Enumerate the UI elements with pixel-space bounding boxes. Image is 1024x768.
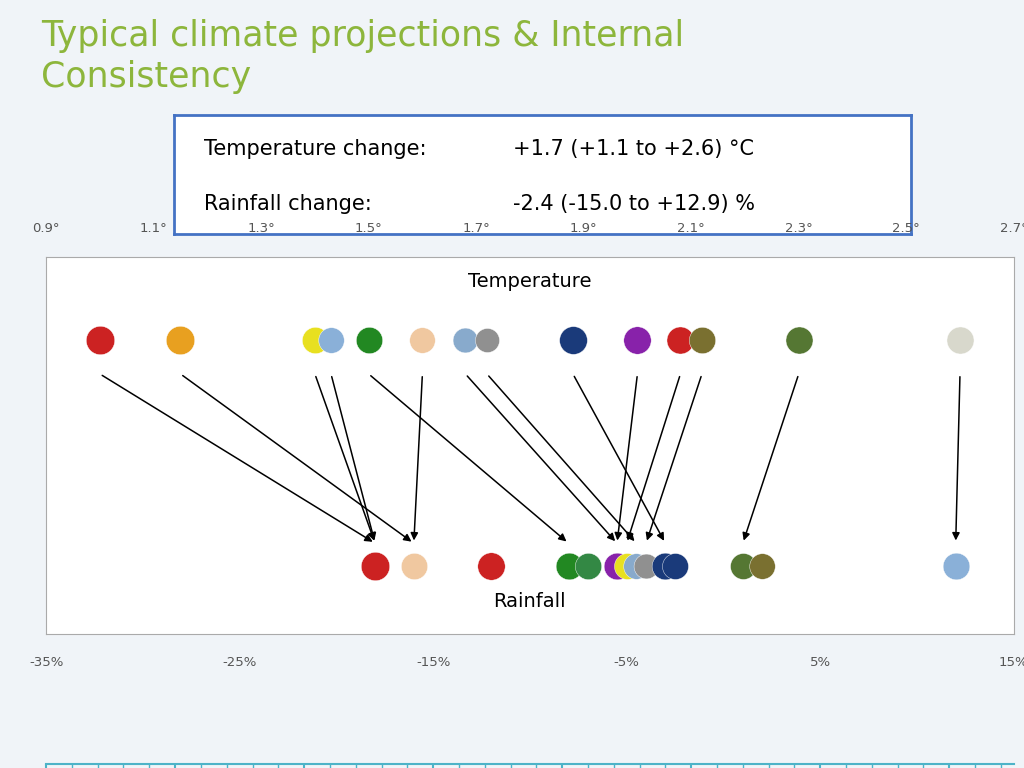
Point [478,334,495,346]
Point [791,334,807,346]
Point [564,334,581,346]
Point [323,334,339,346]
Point [406,560,422,572]
Point [609,560,626,572]
Point [306,334,323,346]
Text: -2.4 (-15.0 to +12.9) %: -2.4 (-15.0 to +12.9) % [513,194,756,214]
Point [952,334,969,346]
Point [667,560,683,572]
Point [628,560,644,572]
Point [629,334,645,346]
Text: Rainfall: Rainfall [494,592,566,611]
Point [414,334,430,346]
Point [618,560,635,572]
Point [560,560,577,572]
Text: Temperature: Temperature [468,273,592,291]
Point [91,334,108,346]
Text: +1.7 (+1.1 to +2.6) °C: +1.7 (+1.1 to +2.6) °C [513,138,755,158]
Point [580,560,596,572]
Text: Typical climate projections & Internal
Consistency: Typical climate projections & Internal C… [41,19,684,94]
Point [172,334,188,346]
Point [672,334,688,346]
Point [360,334,377,346]
Point [483,560,500,572]
Point [638,560,654,572]
Point [947,560,964,572]
Text: Rainfall change:: Rainfall change: [204,194,372,214]
Text: Temperature change:: Temperature change: [204,138,426,158]
Point [734,560,751,572]
Point [657,560,674,572]
Point [694,334,711,346]
Point [754,560,770,572]
Point [367,560,383,572]
Point [457,334,473,346]
